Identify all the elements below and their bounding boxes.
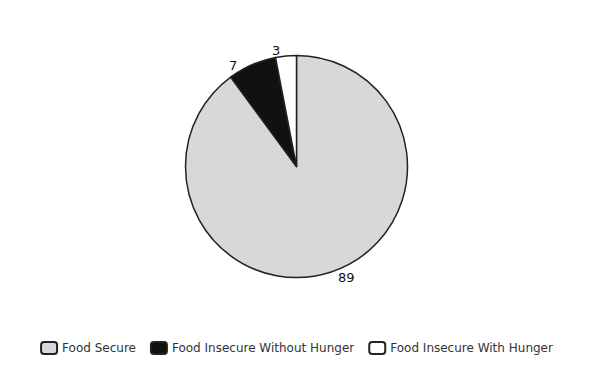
svg-text:Food Insecure Without Hunger: Food Insecure Without Hunger: [172, 341, 354, 355]
svg-text:Food Insecure With Hunger: Food Insecure With Hunger: [390, 341, 553, 355]
svg-text:7: 7: [229, 58, 237, 73]
svg-text:Food Secure: Food Secure: [62, 341, 136, 355]
svg-text:3: 3: [272, 43, 280, 58]
svg-text:89: 89: [338, 270, 355, 285]
